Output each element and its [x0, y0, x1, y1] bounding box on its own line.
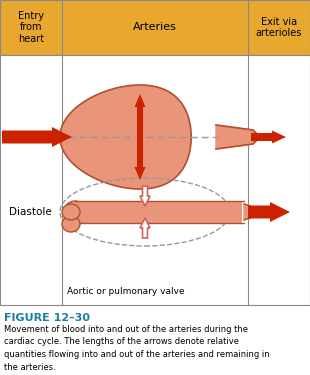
FancyArrow shape [140, 218, 150, 238]
Text: Arteries: Arteries [133, 22, 177, 33]
FancyArrow shape [248, 202, 290, 222]
Polygon shape [244, 204, 260, 220]
Ellipse shape [62, 216, 80, 232]
Text: Movement of blood into and out of the arteries during the
cardiac cycle. The len: Movement of blood into and out of the ar… [4, 325, 270, 372]
FancyArrow shape [135, 132, 145, 180]
FancyArrow shape [2, 127, 72, 147]
FancyArrow shape [135, 94, 145, 142]
Text: Aortic or pulmonary valve: Aortic or pulmonary valve [67, 288, 185, 297]
Ellipse shape [64, 201, 86, 223]
Bar [0, 0, 310, 55]
Text: Systole: Systole [11, 132, 49, 142]
FancyArrow shape [251, 130, 286, 144]
FancyArrow shape [140, 186, 150, 206]
Bar [75, 201, 242, 223]
Polygon shape [60, 85, 191, 189]
Text: FIGURE 12–30: FIGURE 12–30 [4, 313, 90, 323]
Polygon shape [216, 125, 260, 149]
Text: Diastole: Diastole [9, 207, 51, 217]
Text: Entry
from
heart: Entry from heart [18, 11, 44, 44]
Bar [0, 55, 310, 305]
Ellipse shape [62, 204, 80, 220]
Text: Exit via
arterioles: Exit via arterioles [256, 17, 302, 38]
